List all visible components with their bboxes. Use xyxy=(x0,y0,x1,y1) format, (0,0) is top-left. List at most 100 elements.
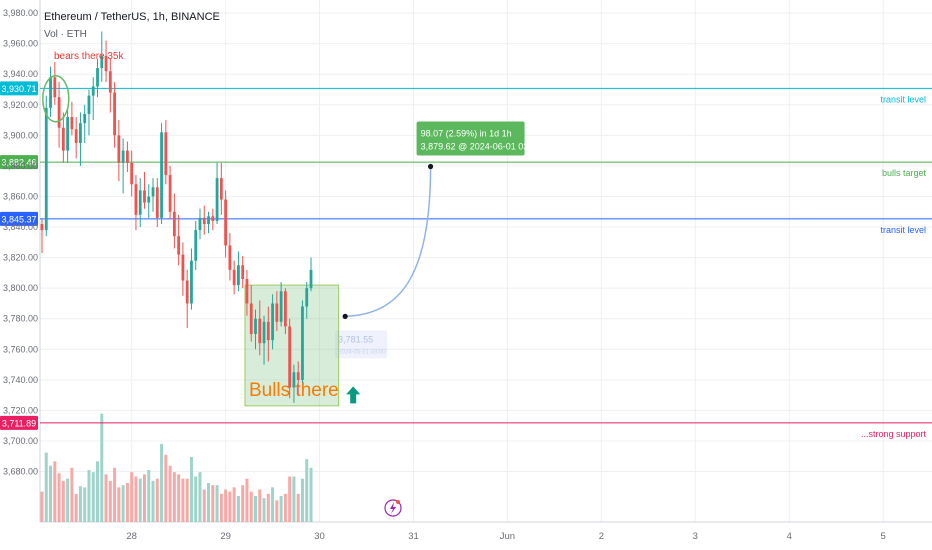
projection-curve[interactable] xyxy=(345,166,432,318)
volume-bar xyxy=(57,473,61,522)
volume-bar xyxy=(134,476,138,522)
candle-body xyxy=(113,92,116,136)
y-tick-label: 3,820.00 xyxy=(3,253,38,263)
candle-body xyxy=(190,260,193,304)
volume-bar xyxy=(177,474,181,522)
candle-body xyxy=(44,107,48,231)
volume-bar xyxy=(189,457,193,522)
candle-body xyxy=(96,68,99,87)
candle-body xyxy=(70,117,74,130)
candle-body xyxy=(79,123,82,144)
candle-body xyxy=(177,236,181,255)
volume-bar xyxy=(164,454,168,522)
candle-body xyxy=(275,303,279,322)
volume-bar xyxy=(194,476,198,522)
y-tick-label: 3,740.00 xyxy=(3,375,38,385)
candle-body xyxy=(121,150,125,163)
candle-body xyxy=(53,77,57,98)
bulls-zone-rect[interactable] xyxy=(244,284,340,407)
bears-circle xyxy=(42,74,70,123)
volume-bar xyxy=(207,483,211,522)
candle-body xyxy=(172,211,176,237)
volume-bar xyxy=(185,478,189,522)
candle-body xyxy=(215,178,219,221)
candle-body xyxy=(228,245,232,270)
candle-body xyxy=(194,230,198,261)
price-axis[interactable]: 3,980.00 3,960.00 3,940.00 3,920.00 3,900.00… xyxy=(3,8,38,476)
bulls-zone[interactable]: Bulls there xyxy=(244,284,340,407)
volume-bar xyxy=(113,467,117,522)
volume-bar xyxy=(138,478,142,522)
volume-bar xyxy=(168,465,172,522)
annotations[interactable]: bears there 35k 3,781.55 2024-05-31 03:00 9… xyxy=(42,51,541,517)
candle-body xyxy=(309,269,313,289)
volume-bar xyxy=(61,480,65,522)
projection-from-time: 2024-05-31 03:00 xyxy=(338,349,386,355)
volume-bar xyxy=(275,500,279,522)
volume-bar xyxy=(40,491,44,522)
volume-bar xyxy=(245,478,249,522)
level-price-label: 3,930.71 xyxy=(1,84,36,94)
candle-body xyxy=(301,306,304,380)
volume-bar xyxy=(271,487,275,522)
volume-bar xyxy=(241,485,245,522)
volume-bars xyxy=(40,413,313,522)
y-tick-label: 3,940.00 xyxy=(3,69,38,79)
level-price-tag xyxy=(0,155,38,170)
volume-bar xyxy=(49,465,53,522)
candle-body xyxy=(108,71,112,93)
candle-body xyxy=(283,291,287,327)
lightning-glyph xyxy=(390,502,396,514)
x-tick-label: 29 xyxy=(220,531,231,542)
x-tick-label: 30 xyxy=(314,531,325,542)
projection-badge[interactable] xyxy=(416,121,525,156)
volume-bar xyxy=(288,476,292,522)
volume-bar xyxy=(228,491,232,522)
level-text: bulls target xyxy=(882,168,927,178)
y-tick-label: 3,960.00 xyxy=(3,39,38,49)
candle-body xyxy=(237,265,240,286)
volume-bar xyxy=(121,485,125,522)
volume-bar xyxy=(91,472,95,522)
level-price-label: 3,845.37 xyxy=(1,214,36,224)
candle-body xyxy=(91,86,95,96)
y-tick-label: 3,800.00 xyxy=(3,283,38,293)
time-axis[interactable]: 28293031Jun234513:00 xyxy=(126,531,932,542)
x-tick-label: 3 xyxy=(693,531,698,542)
level-text: ...strong support xyxy=(861,429,927,439)
candle-body xyxy=(241,265,245,280)
projection-change: 98.07 (2.59%) in 1d 1h xyxy=(421,129,512,139)
candle-body xyxy=(143,190,146,203)
candle-body xyxy=(202,217,206,224)
candle-body xyxy=(181,254,185,281)
volume-bar xyxy=(296,493,300,522)
candle-body xyxy=(40,223,44,231)
volume-bar xyxy=(66,478,70,522)
volume-bar xyxy=(160,444,164,522)
candle-body xyxy=(138,190,142,215)
symbol-title: Ethereum / TetherUS, 1h, BINANCE xyxy=(44,11,220,23)
up-arrow-icon xyxy=(346,386,361,404)
candle-body xyxy=(266,321,270,341)
horizontal-levels[interactable]: transit level 3,930.71 bulls target 3,882.4… xyxy=(0,81,932,439)
volume-bar xyxy=(104,474,108,522)
candle-body xyxy=(185,280,189,304)
volume-bar xyxy=(155,478,159,522)
candle-body xyxy=(245,279,249,304)
candle-body xyxy=(134,184,138,215)
volume-bar xyxy=(300,478,304,522)
candle-body xyxy=(207,216,210,224)
candle-body xyxy=(168,175,172,212)
candle-body xyxy=(160,132,163,218)
volume-bar xyxy=(78,486,82,522)
volume-bar xyxy=(249,491,253,522)
y-tick-label: 3,920.00 xyxy=(3,100,38,110)
candle-body xyxy=(117,135,121,163)
projection-from-price: 3,781.55 xyxy=(338,334,373,344)
notification-dot xyxy=(396,500,400,504)
candle-body xyxy=(155,187,159,218)
y-tick-label: 3,980.00 xyxy=(3,8,38,18)
candle-body xyxy=(219,178,223,200)
projection-end-dot xyxy=(427,163,434,170)
